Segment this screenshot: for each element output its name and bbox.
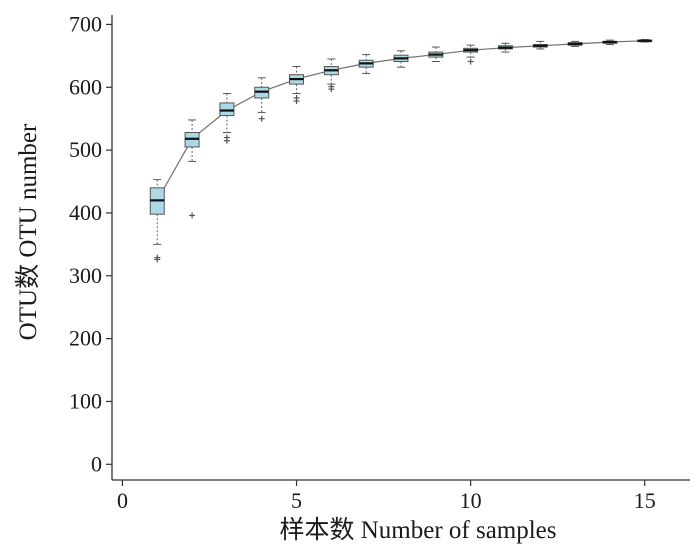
- box-group: [532, 40, 548, 50]
- box-group: [323, 58, 339, 93]
- box-group: [358, 54, 374, 74]
- plot-area: [149, 39, 653, 263]
- ticks: 0 100 200 300 400 500 600 700 0 5 10 15: [69, 11, 656, 513]
- box-group: [637, 39, 653, 43]
- y-axis-title: OTU数 OTU number: [14, 123, 42, 340]
- box-group: [289, 66, 305, 105]
- box-group: [463, 44, 479, 65]
- y-tick-label: 400: [69, 200, 102, 225]
- y-tick-label: 700: [69, 11, 102, 36]
- y-tick-label: 500: [69, 137, 102, 162]
- box-group: [149, 179, 165, 263]
- x-tick-label: 5: [291, 488, 302, 513]
- box-group: [497, 42, 513, 53]
- y-tick-label: 0: [91, 451, 102, 476]
- box-group: [567, 40, 583, 47]
- iqr-box: [219, 102, 235, 117]
- x-axis-title: 样本数 Number of samples: [279, 516, 556, 544]
- box-group: [393, 50, 409, 68]
- median-trend-line: [156, 40, 645, 201]
- x-tick-label: 10: [460, 488, 482, 513]
- y-tick-label: 200: [69, 326, 102, 351]
- x-tick-label: 15: [634, 488, 656, 513]
- box-group: [254, 77, 270, 122]
- box-group: [219, 93, 235, 144]
- y-tick-label: 300: [69, 263, 102, 288]
- box-group: [602, 39, 618, 46]
- y-tick-label: 100: [69, 388, 102, 413]
- axes: [111, 15, 690, 481]
- box-group: [184, 119, 200, 219]
- x-tick-label: 0: [117, 488, 128, 513]
- box-group: [428, 46, 444, 62]
- y-tick-label: 600: [69, 74, 102, 99]
